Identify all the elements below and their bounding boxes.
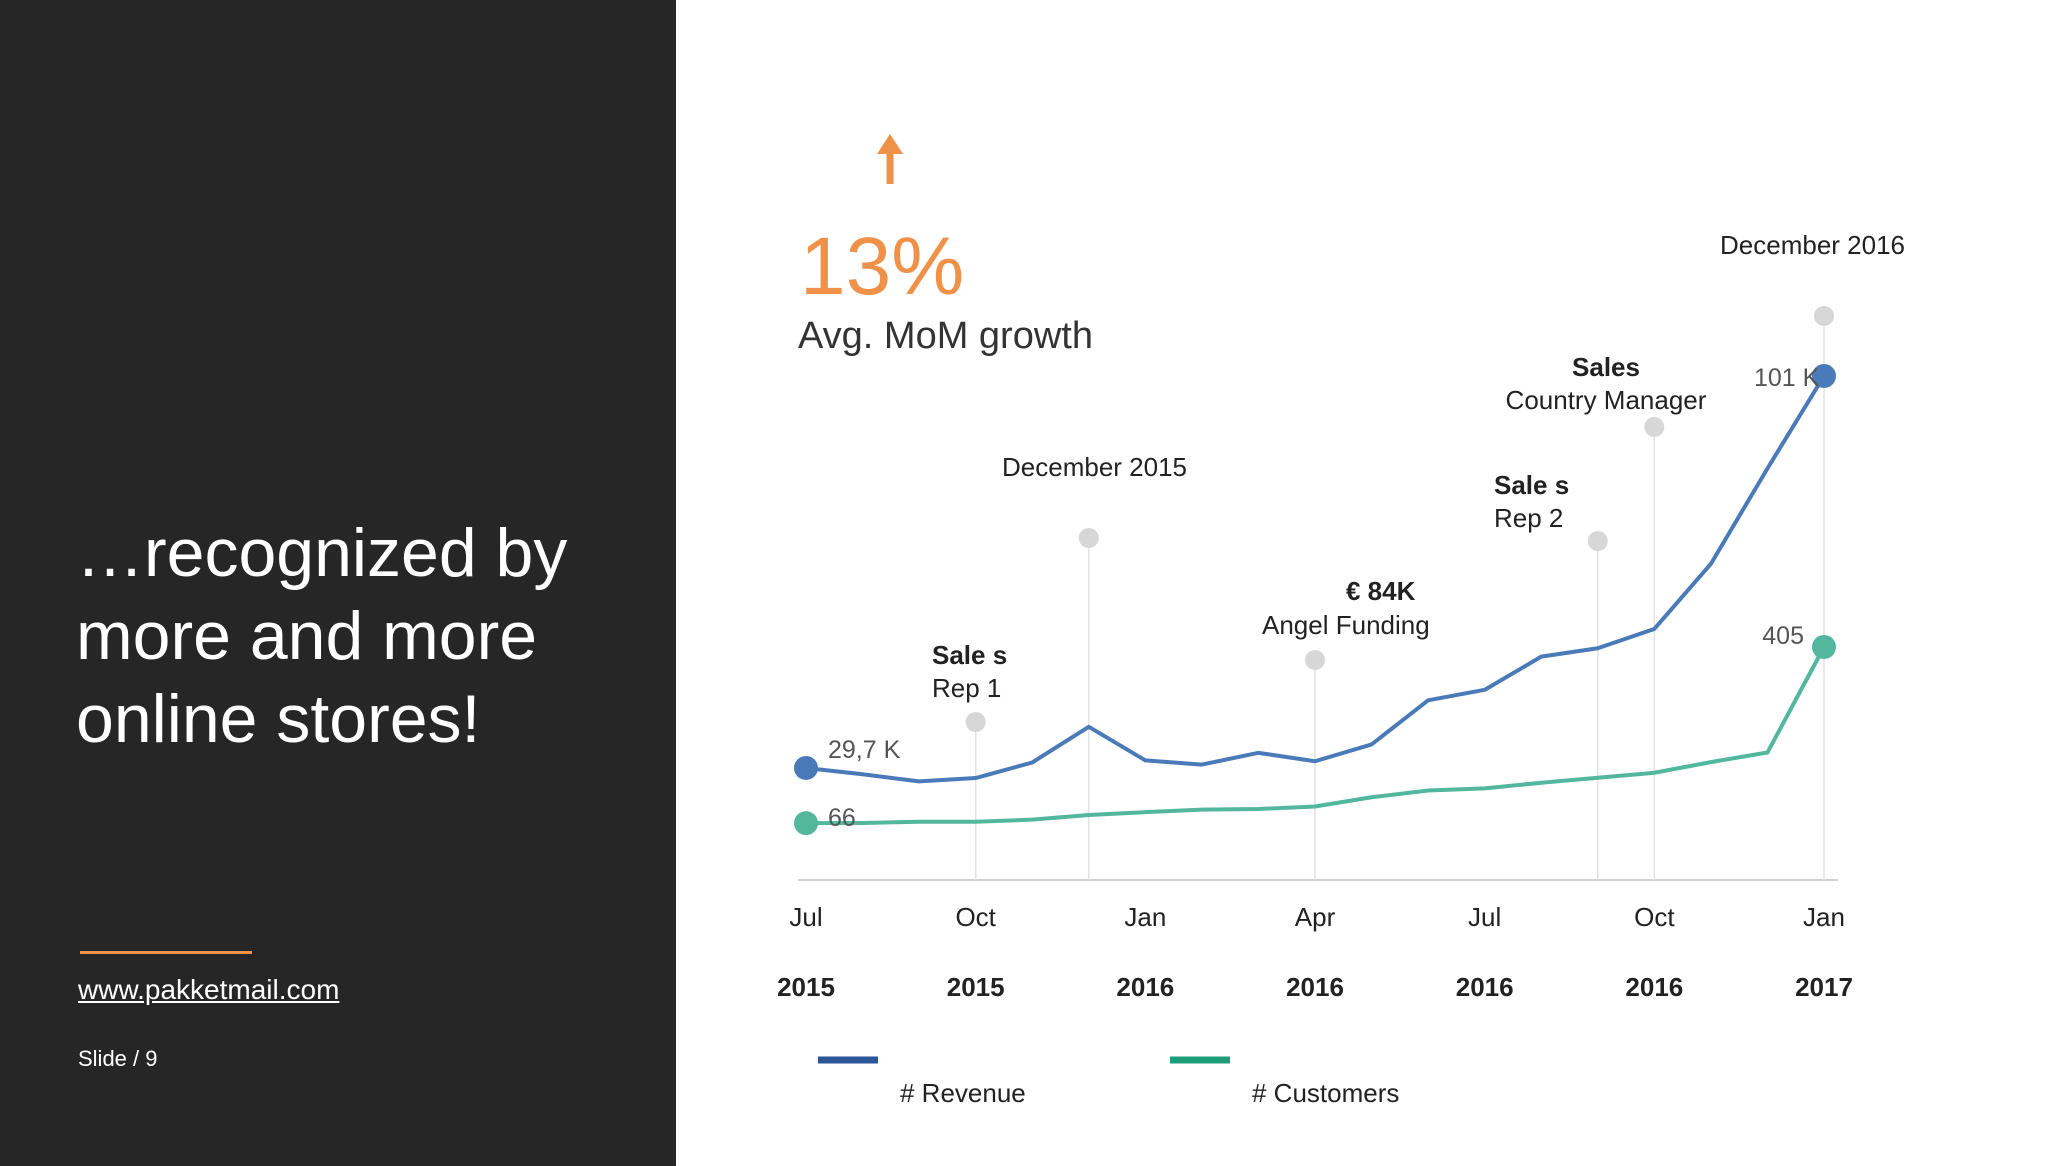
- annotation-bold: Sale s: [1494, 470, 1569, 500]
- annotation-text: December 2015: [1002, 452, 1187, 482]
- website-link[interactable]: www.pakketmail.com: [78, 974, 340, 1005]
- customers-start-label: 66: [828, 804, 856, 832]
- customers-end-label: 405: [1762, 622, 1804, 650]
- x-tick-month: Jul: [789, 902, 822, 932]
- accent-rule: [80, 951, 252, 954]
- slide-number: Slide / 9: [78, 1046, 158, 1071]
- arrow-up-icon: [877, 134, 903, 154]
- x-tick-month: Oct: [955, 902, 996, 932]
- x-tick-month: Oct: [1634, 902, 1675, 932]
- annotation-marker: [965, 712, 986, 732]
- left-panel: …recognized by more and more online stor…: [0, 0, 676, 1166]
- annotation-text: Rep 1: [932, 673, 1001, 703]
- annotation-marker: [1305, 650, 1325, 670]
- revenue-legend-label: # Revenue: [900, 1078, 1026, 1108]
- revenue-series-line: [805, 374, 1826, 784]
- customers-start-point: [794, 811, 818, 836]
- kpi-value: 13%: [800, 221, 964, 312]
- x-tick-year: 2016: [1286, 972, 1344, 1002]
- growth-chart: 13%Avg. MoM growth Jul 2015 Oct 2015 Jan 2016 A…: [777, 134, 1905, 1108]
- x-tick-month: Jan: [1803, 902, 1845, 932]
- annotation-text: Rep 2: [1494, 503, 1563, 533]
- x-tick-year: 2016: [1456, 972, 1514, 1002]
- revenue-start-label: 29,7 K: [828, 736, 901, 764]
- annotation-bold: € 84K: [1346, 576, 1416, 606]
- customers-series-line: [805, 646, 1826, 826]
- chart-panel: 13% Avg. MoM growth Jul 2015 Oct 2015 Jan 2016 A…: [676, 0, 2048, 1153]
- annotation-bold: Sales: [1572, 352, 1640, 382]
- annotation-text: Country Manager: [1506, 385, 1707, 415]
- x-tick-year: 2017: [1795, 972, 1853, 1002]
- x-tick-month: Jan: [1124, 902, 1166, 932]
- x-tick-month: Jul: [1468, 902, 1501, 932]
- revenue-end-point: [1812, 364, 1836, 388]
- x-tick-year: 2015: [777, 972, 835, 1002]
- kpi-label: Avg. MoM growth: [798, 315, 1093, 357]
- annotation-marker: [1814, 306, 1834, 326]
- x-tick-year: 2015: [947, 972, 1005, 1002]
- x-tick-year: 2016: [1116, 972, 1174, 1002]
- annotation-text: Angel Funding: [1262, 610, 1430, 640]
- x-tick-year: 2016: [1625, 972, 1683, 1002]
- customers-legend-label: # Customers: [1252, 1078, 1399, 1108]
- annotation-bold: Sale s: [932, 640, 1007, 670]
- annotation-marker: [1078, 528, 1099, 548]
- slide-heading: …recognized by more and more online stor…: [76, 515, 568, 757]
- x-tick-month: Apr: [1295, 902, 1336, 932]
- annotation-marker: [1587, 531, 1608, 551]
- revenue-start-point: [794, 755, 818, 780]
- revenue-end-label: 101 K: [1754, 364, 1820, 392]
- customers-end-point: [1812, 635, 1836, 659]
- annotation-text: December 2016: [1720, 230, 1905, 260]
- annotation-marker: [1644, 417, 1665, 437]
